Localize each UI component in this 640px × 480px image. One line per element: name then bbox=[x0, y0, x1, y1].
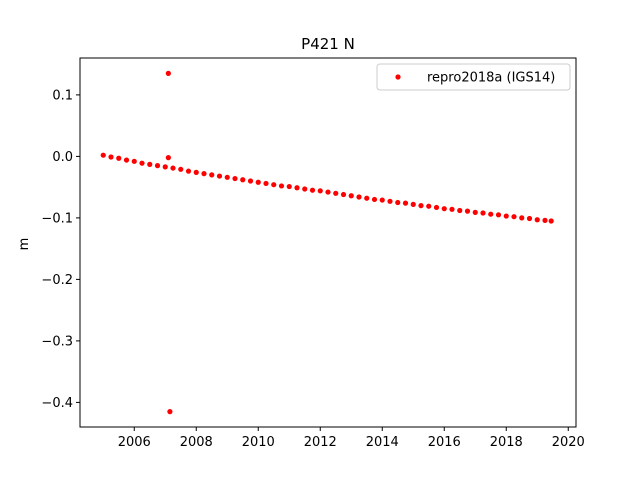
data-point bbox=[526, 215, 533, 222]
data-point bbox=[433, 204, 440, 211]
data-point bbox=[364, 195, 370, 201]
y-tick-label: 0.0 bbox=[52, 150, 73, 165]
data-point bbox=[131, 158, 137, 164]
y-tick-label: −0.3 bbox=[41, 334, 73, 349]
data-point bbox=[147, 161, 153, 167]
data-point bbox=[519, 215, 525, 221]
data-point bbox=[309, 187, 316, 193]
data-point bbox=[302, 186, 308, 192]
data-point bbox=[480, 210, 486, 216]
data-point bbox=[511, 214, 517, 220]
data-point bbox=[534, 217, 540, 223]
x-tick-label: 2008 bbox=[180, 435, 213, 450]
data-point bbox=[548, 218, 554, 224]
data-point bbox=[165, 155, 171, 161]
data-point bbox=[356, 194, 362, 200]
data-point bbox=[139, 160, 145, 166]
axes-frame bbox=[79, 57, 577, 428]
data-point bbox=[387, 198, 393, 204]
data-point bbox=[232, 175, 238, 182]
data-point bbox=[441, 206, 447, 212]
legend-marker bbox=[395, 74, 401, 80]
y-tick-label: −0.4 bbox=[41, 396, 73, 411]
data-point bbox=[503, 213, 509, 219]
data-point bbox=[418, 203, 424, 209]
data-point bbox=[317, 188, 323, 194]
data-point bbox=[449, 206, 455, 212]
legend-box bbox=[376, 63, 571, 91]
data-point bbox=[542, 217, 548, 223]
data-point bbox=[209, 172, 215, 178]
data-point bbox=[379, 197, 385, 203]
data-point bbox=[278, 183, 285, 189]
data-point bbox=[426, 203, 432, 209]
data-point bbox=[178, 166, 184, 172]
data-point bbox=[472, 209, 478, 215]
data-point bbox=[410, 201, 416, 207]
data-point bbox=[263, 180, 269, 187]
data-point bbox=[162, 164, 168, 170]
data-point bbox=[464, 208, 471, 214]
data-point bbox=[216, 173, 223, 179]
data-point bbox=[170, 165, 176, 171]
series-0 bbox=[100, 152, 554, 224]
data-point bbox=[116, 155, 122, 161]
data-point bbox=[255, 179, 261, 185]
y-axis: 0.1 0.0 −0.1 −0.2 −0.3 −0.4 bbox=[41, 88, 80, 411]
series-1 bbox=[165, 70, 173, 415]
x-tick-label: 2014 bbox=[366, 435, 399, 450]
x-tick-label: 2016 bbox=[428, 435, 461, 450]
data-point bbox=[108, 154, 114, 160]
data-point bbox=[123, 157, 130, 163]
legend: repro2018a (IGS14) bbox=[376, 63, 571, 91]
y-tick-label: −0.1 bbox=[41, 211, 73, 226]
x-tick-label: 2012 bbox=[304, 435, 337, 450]
data-point bbox=[185, 168, 192, 174]
data-point bbox=[333, 190, 339, 196]
data-point bbox=[154, 163, 161, 169]
data-point bbox=[457, 207, 463, 214]
x-tick-label: 2010 bbox=[242, 435, 275, 450]
plot-area bbox=[100, 70, 554, 415]
x-tick-label: 2020 bbox=[552, 435, 585, 450]
data-point bbox=[348, 193, 354, 199]
legend-label: repro2018a (IGS14) bbox=[427, 71, 555, 86]
data-point bbox=[165, 70, 171, 76]
x-tick-label: 2018 bbox=[490, 435, 523, 450]
data-point bbox=[286, 183, 292, 190]
y-tick-label: −0.2 bbox=[41, 273, 73, 288]
data-point bbox=[395, 199, 401, 206]
y-axis-label: m bbox=[17, 238, 32, 251]
y-tick-label: 0.1 bbox=[52, 88, 73, 103]
data-point bbox=[488, 211, 494, 217]
data-point bbox=[247, 178, 254, 184]
data-point bbox=[271, 182, 277, 188]
data-point bbox=[240, 177, 246, 183]
data-point bbox=[167, 409, 173, 415]
data-point bbox=[100, 152, 106, 158]
data-point bbox=[340, 191, 347, 198]
data-point bbox=[193, 169, 199, 175]
data-point bbox=[495, 212, 502, 218]
x-axis: 2006 2008 2010 2012 2014 2016 2018 2020 bbox=[118, 427, 585, 450]
data-point bbox=[371, 196, 378, 203]
chart-title: P421 N bbox=[301, 35, 355, 53]
x-tick-label: 2006 bbox=[118, 435, 151, 450]
data-point bbox=[224, 174, 230, 180]
data-point bbox=[294, 185, 300, 191]
data-point bbox=[325, 189, 331, 195]
data-point bbox=[201, 171, 207, 177]
data-point bbox=[402, 200, 409, 206]
